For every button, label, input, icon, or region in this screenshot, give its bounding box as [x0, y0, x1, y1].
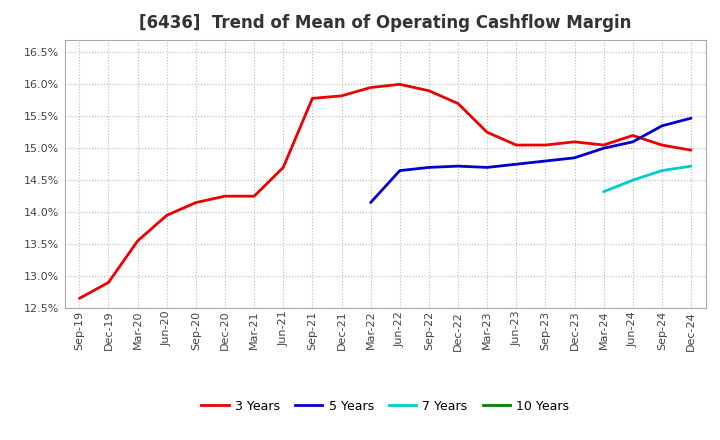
5 Years: [687, 116, 696, 121]
5 Years: [483, 165, 492, 170]
3 Years: [250, 194, 258, 199]
5 Years: [629, 139, 637, 144]
3 Years: [366, 85, 375, 90]
3 Years: [337, 93, 346, 99]
5 Years: [657, 123, 666, 128]
7 Years: [599, 189, 608, 194]
3 Years: [599, 143, 608, 148]
3 Years: [483, 130, 492, 135]
3 Years: [163, 213, 171, 218]
5 Years: [425, 165, 433, 170]
3 Years: [220, 194, 229, 199]
3 Years: [541, 143, 550, 148]
Legend: 3 Years, 5 Years, 7 Years, 10 Years: 3 Years, 5 Years, 7 Years, 10 Years: [196, 395, 575, 418]
5 Years: [366, 200, 375, 205]
3 Years: [512, 143, 521, 148]
3 Years: [687, 147, 696, 153]
3 Years: [104, 280, 113, 285]
3 Years: [279, 165, 287, 170]
3 Years: [395, 82, 404, 87]
5 Years: [541, 158, 550, 164]
Line: 7 Years: 7 Years: [603, 166, 691, 192]
7 Years: [687, 164, 696, 169]
3 Years: [454, 101, 462, 106]
3 Years: [308, 96, 317, 101]
7 Years: [629, 178, 637, 183]
3 Years: [425, 88, 433, 93]
5 Years: [512, 161, 521, 167]
3 Years: [133, 238, 142, 244]
3 Years: [629, 133, 637, 138]
Line: 3 Years: 3 Years: [79, 84, 691, 298]
3 Years: [192, 200, 200, 205]
3 Years: [75, 296, 84, 301]
5 Years: [395, 168, 404, 173]
5 Years: [454, 164, 462, 169]
3 Years: [657, 143, 666, 148]
3 Years: [570, 139, 579, 144]
7 Years: [657, 168, 666, 173]
5 Years: [570, 155, 579, 161]
Line: 5 Years: 5 Years: [371, 118, 691, 202]
Title: [6436]  Trend of Mean of Operating Cashflow Margin: [6436] Trend of Mean of Operating Cashfl…: [139, 15, 631, 33]
5 Years: [599, 146, 608, 151]
